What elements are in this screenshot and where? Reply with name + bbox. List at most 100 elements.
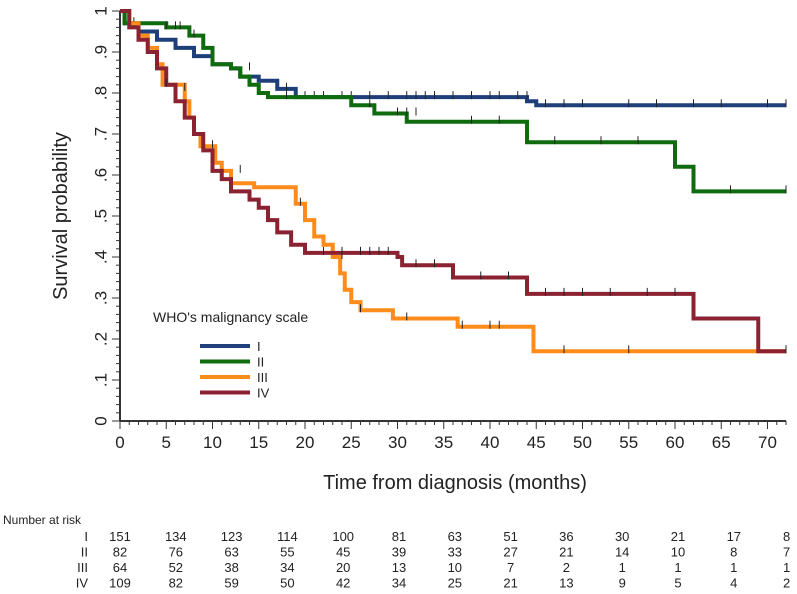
x-tick-label: 60 — [666, 433, 685, 452]
y-tick-label: .3 — [91, 291, 110, 305]
risk-cell: 1 — [674, 560, 681, 575]
risk-cell: 10 — [671, 545, 685, 560]
x-tick-label: 20 — [296, 433, 315, 452]
risk-cell: 21 — [559, 545, 573, 560]
risk-cell: 63 — [448, 529, 462, 544]
risk-cell: 1 — [783, 560, 790, 575]
risk-cell: 34 — [280, 560, 294, 575]
x-tick-label: 55 — [619, 433, 638, 452]
legend-label-III: III — [257, 370, 268, 385]
risk-cell: 82 — [169, 576, 183, 591]
risk-cell: 9 — [619, 576, 626, 591]
survival-curves — [120, 9, 787, 354]
y-tick-label: 1 — [91, 6, 110, 15]
x-tick-label: 10 — [203, 433, 222, 452]
risk-cell: 10 — [448, 560, 462, 575]
risk-cell: 21 — [503, 576, 517, 591]
risk-cell: 8 — [783, 529, 790, 544]
legend-label-II: II — [257, 355, 264, 370]
y-axis-label: Survival probability — [50, 132, 72, 300]
risk-cell: 55 — [280, 545, 294, 560]
risk-cell: 7 — [507, 560, 514, 575]
risk-cell: 50 — [280, 576, 294, 591]
y-tick-label: 0 — [91, 416, 110, 425]
x-tick-label: 50 — [573, 433, 592, 452]
x-axis-label: Time from diagnosis (months) — [323, 472, 587, 494]
x-tick-label: 15 — [249, 433, 268, 452]
risk-cell: 109 — [109, 576, 131, 591]
risk-cell: 13 — [559, 576, 573, 591]
risk-row-label: II — [81, 545, 88, 560]
y-tick-label: .5 — [91, 209, 110, 223]
risk-cell: 42 — [336, 576, 350, 591]
risk-cell: 82 — [113, 545, 127, 560]
risk-cell: 39 — [392, 545, 406, 560]
risk-cell: 45 — [336, 545, 350, 560]
risk-cell: 151 — [109, 529, 131, 544]
survival-curve-III — [120, 9, 786, 354]
risk-cell: 1 — [730, 560, 737, 575]
x-tick-label: 70 — [758, 433, 777, 452]
risk-cell: 8 — [730, 545, 737, 560]
series-IV — [120, 9, 787, 354]
risk-cell: 17 — [727, 529, 741, 544]
risk-cell: 38 — [224, 560, 238, 575]
risk-cell: 30 — [615, 529, 629, 544]
risk-cell: 1 — [619, 560, 626, 575]
risk-cell: 4 — [730, 576, 737, 591]
risk-cell: 13 — [392, 560, 406, 575]
x-tick-label: 45 — [527, 433, 546, 452]
risk-cell: 81 — [392, 529, 406, 544]
legend-label-IV: IV — [257, 386, 270, 401]
series-I — [120, 9, 787, 108]
risk-row-label: IV — [76, 576, 89, 591]
risk-cell: 114 — [277, 529, 298, 544]
y-tick-label: .7 — [91, 127, 110, 141]
risk-cell: 100 — [332, 529, 354, 544]
risk-cell: 7 — [783, 545, 790, 560]
risk-row-label: I — [84, 529, 88, 544]
risk-cell: 52 — [169, 560, 183, 575]
survival-curve-IV — [120, 9, 786, 354]
y-tick-label: .9 — [91, 45, 110, 59]
legend-label-I: I — [257, 339, 261, 354]
risk-cell: 20 — [336, 560, 350, 575]
x-tick-label: 30 — [388, 433, 407, 452]
risk-cell: 2 — [563, 560, 570, 575]
risk-cell: 5 — [674, 576, 681, 591]
risk-cell: 36 — [559, 529, 573, 544]
y-tick-label: .8 — [91, 86, 110, 100]
x-tick-label: 5 — [162, 433, 171, 452]
risk-cell: 27 — [503, 545, 517, 560]
risk-row-label: III — [77, 560, 88, 575]
x-tick-label: 25 — [342, 433, 361, 452]
risk-cell: 63 — [224, 545, 238, 560]
x-tick-label: 0 — [115, 433, 124, 452]
y-tick-label: .4 — [91, 250, 110, 264]
risk-cell: 33 — [448, 545, 462, 560]
legend-title: WHO's malignancy scale — [153, 309, 308, 325]
axes: 0 5 10 15 20 25 30 35 40 45 50 55 60 65 70 0 .1 .2 .3 .4 .5.… — [91, 6, 787, 452]
series-II — [120, 9, 787, 194]
x-tick-label: 35 — [434, 433, 453, 452]
risk-table-title: Number at risk — [3, 513, 82, 527]
risk-cell: 59 — [224, 576, 238, 591]
risk-cell: 2 — [783, 576, 790, 591]
risk-cell: 123 — [221, 529, 243, 544]
x-tick-label: 40 — [481, 433, 500, 452]
risk-cell: 64 — [113, 560, 127, 575]
risk-cell: 76 — [169, 545, 183, 560]
risk-cell: 21 — [671, 529, 685, 544]
risk-cell: 51 — [503, 529, 517, 544]
survival-curve-II — [120, 9, 786, 194]
risk-cell: 134 — [165, 529, 187, 544]
risk-cell: 34 — [392, 576, 406, 591]
risk-cell: 25 — [448, 576, 462, 591]
y-tick-label: .2 — [91, 332, 110, 346]
x-tick-label: 65 — [712, 433, 731, 452]
y-tick-label: .1 — [91, 373, 110, 387]
y-tick-label: .6 — [91, 168, 110, 182]
